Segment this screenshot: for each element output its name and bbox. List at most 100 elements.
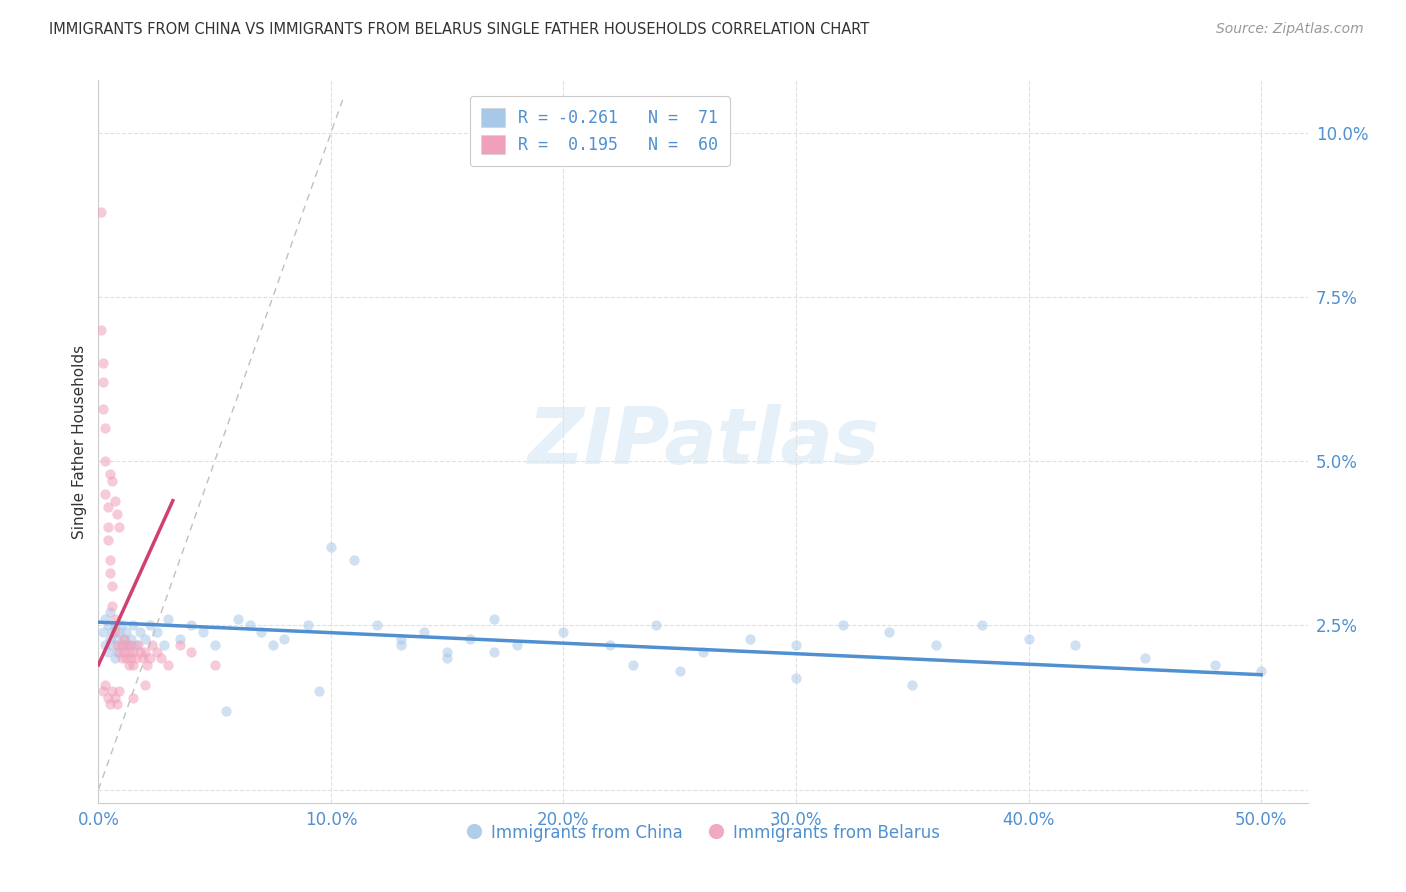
Point [152,638,174,652]
Point [180,645,202,659]
Point [877,625,900,640]
Point [389,632,412,646]
Point [1133,651,1156,665]
Point [239,618,262,632]
Point [105,507,128,521]
Point [482,612,505,626]
Point [104,651,127,665]
Point [118,645,141,659]
Point [297,618,319,632]
Legend: Immigrants from China, Immigrants from Belarus: Immigrants from China, Immigrants from B… [460,817,946,848]
Point [111,638,134,652]
Point [91,684,114,698]
Point [738,632,761,646]
Point [120,638,142,652]
Point [108,684,131,698]
Point [94,612,117,626]
Point [785,638,807,652]
Point [108,520,131,534]
Point [108,625,131,640]
Point [366,618,388,632]
Point [112,645,135,659]
Point [115,638,138,652]
Point [127,638,149,652]
Point [250,625,273,640]
Point [136,657,159,672]
Point [122,657,145,672]
Point [118,638,141,652]
Point [98,467,121,482]
Point [120,651,142,665]
Point [204,638,226,652]
Text: ZIPatlas: ZIPatlas [527,403,879,480]
Text: Source: ZipAtlas.com: Source: ZipAtlas.com [1216,22,1364,37]
Point [98,698,121,712]
Point [215,704,238,718]
Point [924,638,946,652]
Point [115,651,138,665]
Point [460,632,482,646]
Point [970,618,993,632]
Point [389,638,412,652]
Point [138,651,160,665]
Point [506,638,529,652]
Point [97,500,120,515]
Point [104,618,127,632]
Point [98,632,121,646]
Point [134,677,156,691]
Point [105,645,128,659]
Point [98,605,121,619]
Point [901,677,924,691]
Point [134,632,156,646]
Point [129,645,152,659]
Point [436,645,458,659]
Point [145,645,167,659]
Point [101,474,124,488]
Point [226,612,249,626]
Point [262,638,284,652]
Point [122,690,145,705]
Point [105,638,128,652]
Point [122,618,145,632]
Point [308,684,330,698]
Point [101,599,124,613]
Point [112,632,135,646]
Point [94,677,117,691]
Point [94,421,117,435]
Point [138,618,160,632]
Point [134,645,156,659]
Point [108,645,131,659]
Point [131,651,153,665]
Text: IMMIGRANTS FROM CHINA VS IMMIGRANTS FROM BELARUS SINGLE FATHER HOUSEHOLDS CORREL: IMMIGRANTS FROM CHINA VS IMMIGRANTS FROM… [49,22,869,37]
Point [120,632,142,646]
Point [104,612,127,626]
Point [104,625,127,640]
Point [105,698,128,712]
Point [98,566,121,580]
Point [91,356,114,370]
Point [101,579,124,593]
Point [413,625,436,640]
Point [204,657,226,672]
Y-axis label: Single Father Households: Single Father Households [72,344,87,539]
Point [122,645,145,659]
Point [97,520,120,534]
Point [118,657,141,672]
Point [91,401,114,416]
Point [101,684,124,698]
Point [1204,657,1226,672]
Point [1064,638,1087,652]
Point [91,625,114,640]
Point [104,690,127,705]
Point [621,657,644,672]
Point [111,638,134,652]
Point [668,665,690,679]
Point [90,323,112,337]
Point [111,651,134,665]
Point [101,638,124,652]
Point [157,657,180,672]
Point [124,638,146,652]
Point [91,376,114,390]
Point [111,618,134,632]
Point [180,618,202,632]
